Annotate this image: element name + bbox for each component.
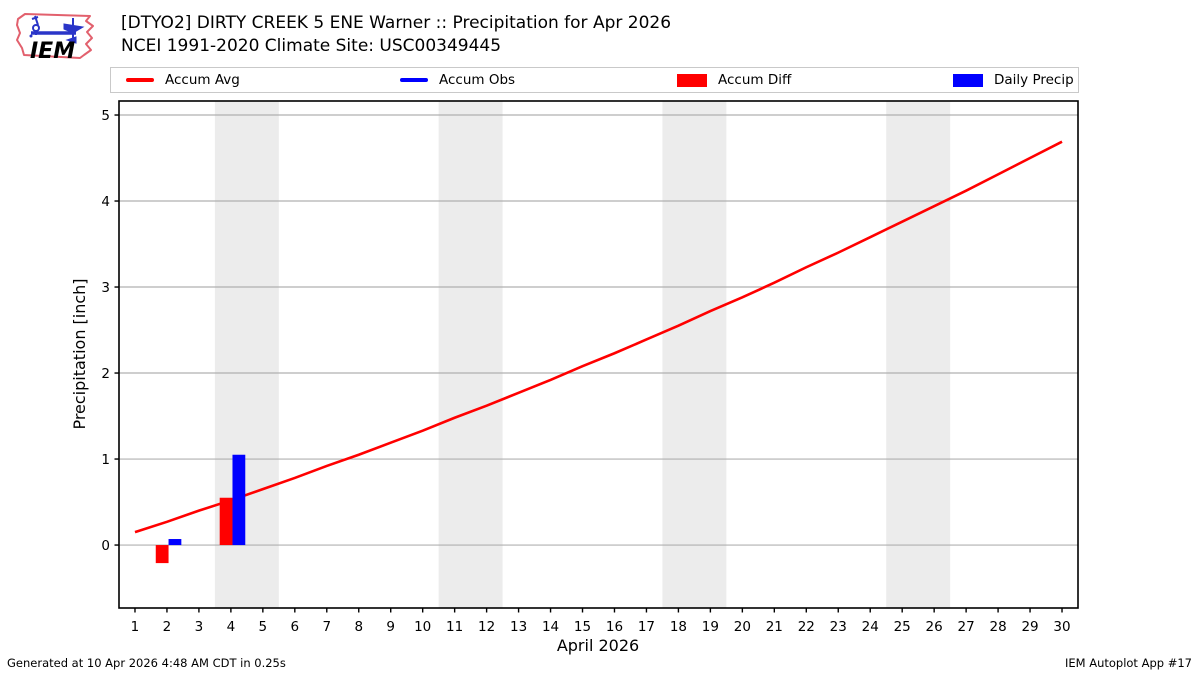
x-tick-label: 3 xyxy=(195,619,204,635)
x-axis-label: April 2026 xyxy=(557,636,639,655)
x-tick-label: 9 xyxy=(386,619,395,635)
x-tick-label: 24 xyxy=(862,619,879,635)
x-tick-label: 2 xyxy=(163,619,172,635)
y-axis-label: Precipitation [inch] xyxy=(70,278,89,429)
app-credit: IEM Autoplot App #17 xyxy=(1064,656,1192,670)
x-tick-label: 4 xyxy=(227,619,236,635)
daily-precip-bar-swatch-icon xyxy=(953,73,983,87)
x-tick-label: 8 xyxy=(354,619,363,635)
y-tick-label: 4 xyxy=(101,194,110,210)
x-tick-label: 19 xyxy=(702,619,719,635)
y-tick-label: 1 xyxy=(101,452,110,468)
daily-precip-bar xyxy=(168,539,182,546)
chart-title-block: [DTYO2] DIRTY CREEK 5 ENE Warner :: Prec… xyxy=(121,12,671,58)
generated-timestamp: Generated at 10 Apr 2026 4:48 AM CDT in … xyxy=(7,656,286,670)
chart-title: [DTYO2] DIRTY CREEK 5 ENE Warner :: Prec… xyxy=(121,13,672,33)
x-tick-label: 15 xyxy=(574,619,591,635)
x-tick-label: 17 xyxy=(638,619,655,635)
x-tick-label: 26 xyxy=(926,619,943,635)
weekend-band xyxy=(438,101,503,608)
x-tick-label: 7 xyxy=(322,619,331,635)
y-tick-label: 5 xyxy=(101,108,110,124)
x-tick-label: 12 xyxy=(478,619,495,635)
x-tick-label: 29 xyxy=(1021,619,1038,635)
legend-label: Accum Diff xyxy=(718,72,792,88)
accum-diff-bar xyxy=(219,497,233,546)
chart-legend: Accum Avg Accum Obs Accum Diff Daily Pre… xyxy=(110,67,1079,93)
weathervane-icon xyxy=(29,15,85,44)
x-tick-label: 16 xyxy=(606,619,623,635)
iem-logo-text: IEM xyxy=(30,39,75,64)
legend-item-accum-obs: Accum Obs xyxy=(400,68,515,92)
x-tick-label: 5 xyxy=(259,619,268,635)
y-tick-label: 0 xyxy=(101,538,110,554)
accum-avg-line-swatch-icon xyxy=(126,78,154,82)
legend-item-daily-precip: Daily Precip xyxy=(953,68,1074,92)
daily-precip-bar xyxy=(232,454,246,546)
weekend-band xyxy=(662,101,727,608)
precipitation-chart: 1 2 3 4 5 6 7 8 9 10 11 12 13 14 15 16 17 18 19 20 21 22 23 24 2… xyxy=(60,95,1100,660)
weekend-band xyxy=(886,101,951,608)
x-tick-label: 25 xyxy=(894,619,911,635)
x-tick-label: 27 xyxy=(958,619,975,635)
x-tick-label: 28 xyxy=(989,619,1006,635)
accum-diff-bar xyxy=(155,545,169,564)
y-tick-label: 2 xyxy=(101,366,110,382)
accum-obs-line-swatch-icon xyxy=(400,78,428,82)
plot-border xyxy=(118,100,1079,609)
y-tick-label: 3 xyxy=(101,280,110,296)
x-tick-label: 10 xyxy=(414,619,431,635)
x-tick-label: 30 xyxy=(1053,619,1070,635)
x-tick-label: 13 xyxy=(510,619,527,635)
x-tick-label: 14 xyxy=(542,619,559,635)
x-tick-label: 20 xyxy=(734,619,751,635)
chart-subtitle: NCEI 1991-2020 Climate Site: USC00349445 xyxy=(121,36,502,56)
x-tick-label: 21 xyxy=(766,619,783,635)
x-tick-label: 18 xyxy=(670,619,687,635)
legend-label: Daily Precip xyxy=(994,72,1074,88)
x-tick-label: 23 xyxy=(830,619,847,635)
x-tick-label: 6 xyxy=(291,619,300,635)
x-tick-label: 1 xyxy=(131,619,140,635)
iem-logo: IEM xyxy=(16,13,94,64)
legend-item-accum-diff: Accum Diff xyxy=(677,68,791,92)
x-tick-label: 11 xyxy=(446,619,463,635)
legend-item-accum-avg: Accum Avg xyxy=(126,68,240,92)
legend-label: Accum Obs xyxy=(439,72,516,88)
accum-diff-bar-swatch-icon xyxy=(677,73,707,87)
legend-label: Accum Avg xyxy=(165,72,240,88)
accum-avg-line xyxy=(134,140,1063,534)
x-tick-label: 22 xyxy=(798,619,815,635)
